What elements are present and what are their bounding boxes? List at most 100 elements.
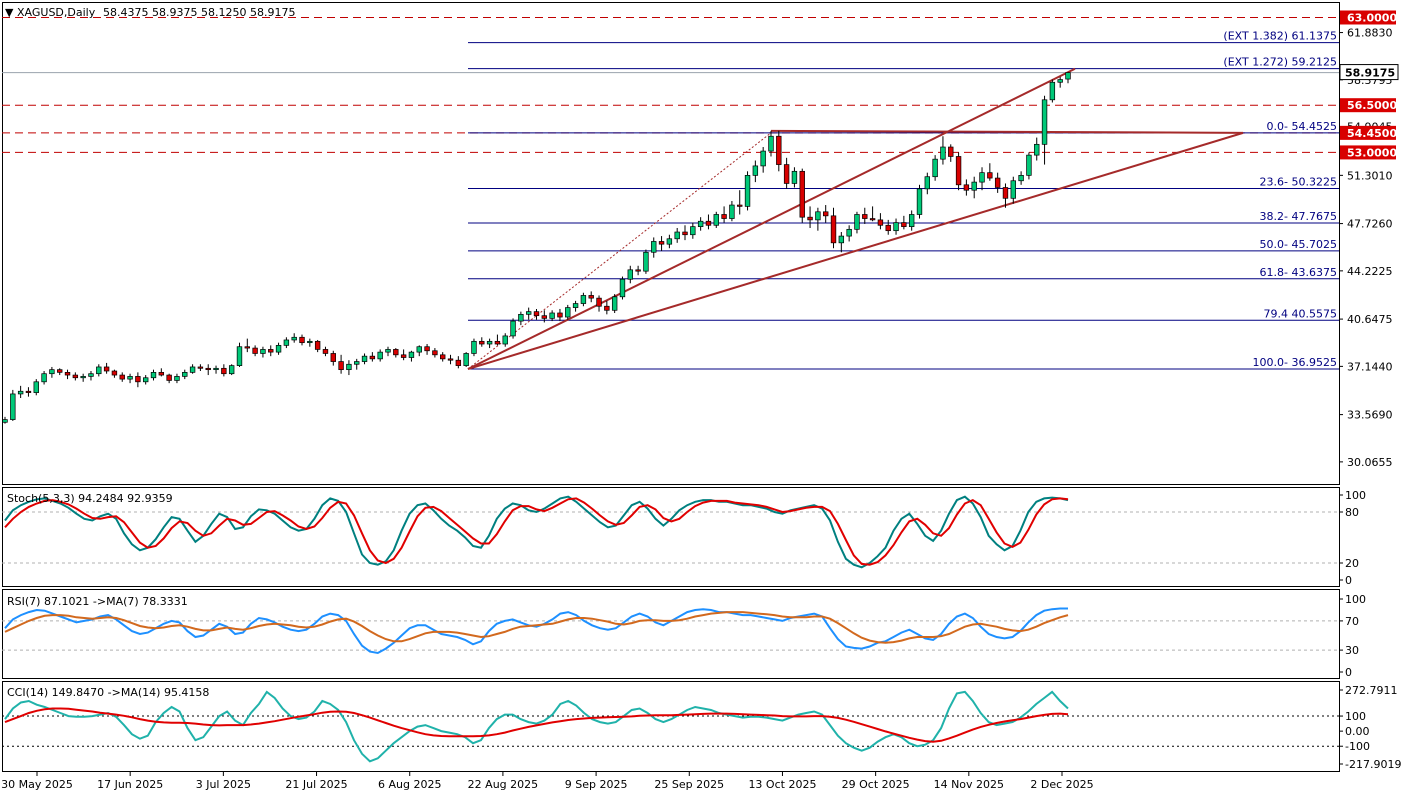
candle-body	[768, 135, 774, 152]
indicator-series-line	[4, 690, 1069, 763]
candle-body	[830, 215, 837, 244]
candle-body	[486, 340, 493, 345]
candle-body	[377, 351, 383, 360]
candle-body	[924, 176, 931, 190]
stoch-panel[interactable]	[2, 487, 1340, 587]
candle-body	[971, 181, 977, 191]
price-tick-label: 47.7260	[1347, 218, 1393, 231]
fib-level-label: 23.6- 50.3225	[1260, 176, 1337, 189]
candle-body	[135, 376, 141, 383]
candle-body	[189, 366, 196, 373]
candle-body	[330, 353, 336, 362]
candle-body	[948, 146, 954, 157]
candle-body	[174, 376, 180, 381]
indicator-tick-label: 80	[1345, 506, 1359, 519]
fib-level-label: (EXT 1.272) 59.2125	[1223, 56, 1337, 69]
candle-body	[205, 367, 211, 371]
rsi-panel[interactable]	[2, 589, 1340, 679]
candle-body	[916, 188, 923, 215]
indicator-series-line	[4, 707, 1069, 743]
candle-body	[807, 216, 813, 221]
candle-body	[283, 339, 290, 346]
candle-body	[346, 363, 352, 371]
candle-body	[338, 361, 344, 371]
last-price-badge	[1339, 64, 1399, 81]
candle-body	[260, 349, 266, 354]
candle-body	[705, 220, 712, 226]
candle-body	[549, 312, 555, 319]
candle-body	[494, 340, 501, 345]
candle-body	[88, 373, 94, 377]
stoch-title: Stoch(5,3,3) 94.2484 92.9359	[7, 492, 173, 505]
candle-body	[1065, 72, 1071, 80]
candle-body	[479, 340, 485, 345]
time-tick-label: 9 Sep 2025	[565, 778, 628, 791]
candle-body	[643, 251, 649, 272]
candle-body	[901, 222, 907, 227]
candle-body	[1010, 180, 1016, 199]
candle-body	[674, 231, 680, 240]
candle-body	[729, 204, 735, 219]
candle-body	[103, 366, 110, 372]
level-badge-label: 53.0000	[1347, 146, 1397, 159]
candle-body	[150, 372, 157, 379]
candle-body	[354, 361, 360, 365]
candle-body	[447, 358, 454, 361]
candle-body	[322, 349, 329, 354]
candle-body	[885, 224, 891, 232]
price-tick-label: 61.8830	[1347, 27, 1393, 40]
candle-body	[502, 335, 508, 345]
candle-body	[846, 228, 852, 237]
indicator-tick-label: 100	[1345, 489, 1366, 502]
candle-body	[713, 214, 719, 226]
candle-body	[471, 340, 477, 354]
indicator-tick-label: 70	[1345, 615, 1359, 628]
time-tick-label: 30 May 2025	[1, 778, 73, 791]
trendline	[770, 129, 1244, 134]
candle-body	[908, 214, 915, 227]
level-badge	[1340, 10, 1396, 25]
candles-group	[2, 72, 1071, 424]
indicator-tick-label: 20	[1345, 557, 1359, 570]
candle-body	[400, 354, 407, 358]
cci-lines: 272.7911 100 0.00 -100 -217.9019	[2, 684, 1401, 771]
candle-body	[72, 374, 79, 379]
candle-body	[80, 376, 86, 379]
fib-level-label: 100.0- 36.9525	[1253, 356, 1337, 369]
level-badge	[1340, 98, 1396, 113]
time-tick-label: 2 Dec 2025	[1030, 778, 1093, 791]
candle-body	[228, 365, 235, 375]
candle-body	[518, 313, 524, 322]
candle-body	[783, 164, 790, 184]
candle-body	[572, 303, 579, 308]
candle-body	[510, 320, 516, 337]
candle-body	[557, 312, 563, 318]
candle-body	[955, 156, 962, 186]
candle-body	[893, 222, 899, 232]
candle-body	[533, 311, 540, 317]
candle-body	[525, 311, 532, 315]
collapse-triangle-icon[interactable]: ▼	[5, 6, 14, 19]
fib-level-label: 79.4 40.5575	[1264, 307, 1337, 320]
candle-body	[127, 376, 133, 380]
time-tick-label: 6 Aug 2025	[378, 778, 441, 791]
candle-body	[721, 214, 727, 219]
fib-level-label: 61.8- 43.6375	[1260, 266, 1337, 279]
rsi-lines: 100 70 30 0	[2, 593, 1366, 679]
level-badge-label: 56.5000	[1347, 99, 1397, 112]
candle-body	[862, 214, 868, 219]
candle-body	[1002, 187, 1009, 199]
candle-body	[682, 231, 688, 236]
candle-body	[666, 238, 673, 245]
candle-body	[424, 346, 430, 352]
time-tick-label: 21 Jul 2025	[285, 778, 347, 791]
candle-body	[25, 390, 32, 393]
candle-body	[588, 295, 594, 299]
indicator-tick-label: 100	[1345, 593, 1366, 606]
cci-panel[interactable]	[2, 681, 1340, 772]
candle-body	[658, 241, 665, 245]
candle-body	[541, 315, 548, 319]
candle-body	[307, 340, 313, 344]
candle-body	[221, 367, 227, 375]
